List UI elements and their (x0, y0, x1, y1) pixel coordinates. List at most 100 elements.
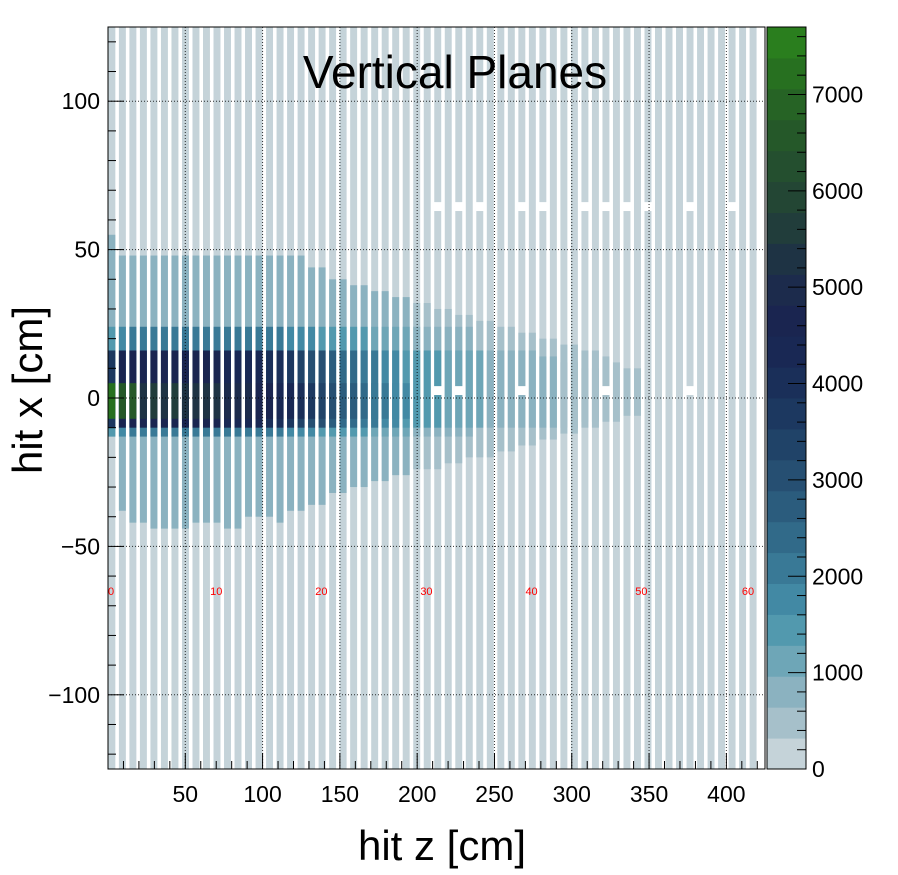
colorbar-swatch (767, 27, 806, 59)
colorbar-swatch (767, 274, 806, 306)
heatmap-bin (255, 383, 263, 419)
plane-number-label: 20 (315, 586, 327, 598)
colorbar-swatch (767, 614, 806, 646)
empty-gap (453, 202, 465, 212)
heatmap-bin (118, 383, 126, 419)
plane-number-label: 60 (742, 586, 754, 598)
x-tick-label: 150 (321, 781, 359, 807)
colorbar-tick-label: 0 (812, 756, 825, 782)
colorbar-swatch (767, 181, 806, 213)
empty-gap (516, 386, 528, 396)
x-axis-title: hit z [cm] (358, 822, 526, 869)
colorbar-tick-label: 5000 (812, 274, 863, 300)
y-tick-label: −50 (61, 533, 100, 559)
plane-number-label: 30 (420, 586, 432, 598)
plane-strip-60 (739, 27, 747, 769)
heatmap-bin (329, 383, 337, 419)
plane-number-label: 40 (525, 586, 537, 598)
colorbar-tick-label: 1000 (812, 660, 863, 686)
colorbar-swatch (767, 490, 806, 523)
heatmap-bin (413, 350, 421, 428)
colorbar-tick-label: 3000 (812, 467, 863, 493)
heatmap-bin (423, 350, 431, 428)
empty-gap (432, 202, 444, 212)
empty-gap (453, 386, 465, 396)
y-tick-label: 100 (62, 88, 100, 114)
grid-layer (108, 27, 765, 769)
heatmap-bin (339, 383, 347, 419)
heatmap-bin (202, 383, 210, 419)
empty-gap (684, 386, 696, 396)
heatmap-bin (245, 383, 252, 419)
heatmap-bin (528, 350, 536, 428)
heatmap-bin (276, 383, 284, 419)
empty-gap (684, 202, 696, 212)
heatmap-bin (465, 350, 473, 428)
heatmap-bin (360, 383, 368, 419)
heatmap-bin (266, 383, 274, 419)
heatmap-bin (224, 383, 231, 419)
colorbar-frame (766, 26, 807, 770)
plane-number-label: 0 (108, 586, 114, 598)
colorbar-swatch (767, 583, 806, 615)
colorbar: 0 1000 2000 3000 4000 5000 6000 7000 (766, 26, 863, 782)
heatmap-bin (287, 383, 295, 419)
plot-title: Vertical Planes (303, 46, 607, 98)
empty-gap (432, 386, 444, 396)
empty-gap (579, 202, 591, 212)
colorbar-swatch (767, 57, 806, 90)
heatmap-bin (392, 383, 400, 419)
heatmap-bin (139, 383, 147, 419)
heatmap-bin (213, 383, 221, 419)
colorbar-swatch (767, 212, 806, 244)
x-tick-label: 350 (630, 781, 668, 807)
empty-gap (621, 202, 633, 212)
plane-strip-51 (644, 27, 652, 769)
heatmap-bin (129, 383, 137, 419)
heatmap-bin (623, 368, 631, 416)
colorbar-tick-label: 2000 (812, 563, 863, 589)
empty-gap (537, 202, 549, 212)
plane-strip-52 (655, 27, 662, 769)
empty-gap (726, 202, 738, 212)
heatmap-bin (612, 362, 620, 422)
empty-gap (600, 202, 612, 212)
plane-strip-56 (697, 27, 705, 769)
colorbar-swatch (767, 459, 806, 492)
heatmap-bin (497, 350, 505, 428)
heatmap-bin (234, 383, 242, 419)
x-tick-label: 250 (475, 781, 513, 807)
colorbar-swatch (767, 336, 806, 368)
heatmap-bin (160, 383, 168, 419)
plane-number-label: 50 (635, 586, 647, 598)
heatmap-bin (350, 383, 358, 419)
x-tick-label: 50 (172, 781, 198, 807)
colorbar-swatch (767, 243, 806, 275)
plane-labels-layer: 0 10 20 30 40 50 60 (108, 586, 754, 598)
y-axis-title: hit x [cm] (4, 306, 51, 474)
heatmap-bin (570, 362, 578, 428)
heatmap-bin (381, 383, 389, 419)
heatmap-bin (549, 356, 557, 428)
colorbar-swatch (767, 738, 806, 770)
heatmap-bin (150, 383, 158, 419)
heatmap-bin (633, 368, 641, 416)
colorbar-swatch (767, 367, 806, 399)
y-tick-label: 50 (74, 237, 100, 263)
heatmap-bin (371, 383, 379, 419)
y-tick-label: −100 (48, 682, 100, 708)
x-tick-label: 300 (553, 781, 591, 807)
empty-gap (642, 202, 654, 212)
colorbar-swatch (767, 150, 806, 183)
colorbar-tick-label: 7000 (812, 81, 863, 107)
heatmap-bin (308, 383, 316, 419)
plane-strip-58 (718, 27, 726, 769)
y-tick-label: 0 (87, 385, 100, 411)
heatmap-bin (108, 383, 116, 419)
colorbar-swatch (767, 707, 806, 739)
heatmap-bin (444, 350, 452, 428)
heatmap-bin (591, 368, 599, 422)
x-tick-label: 400 (707, 781, 745, 807)
